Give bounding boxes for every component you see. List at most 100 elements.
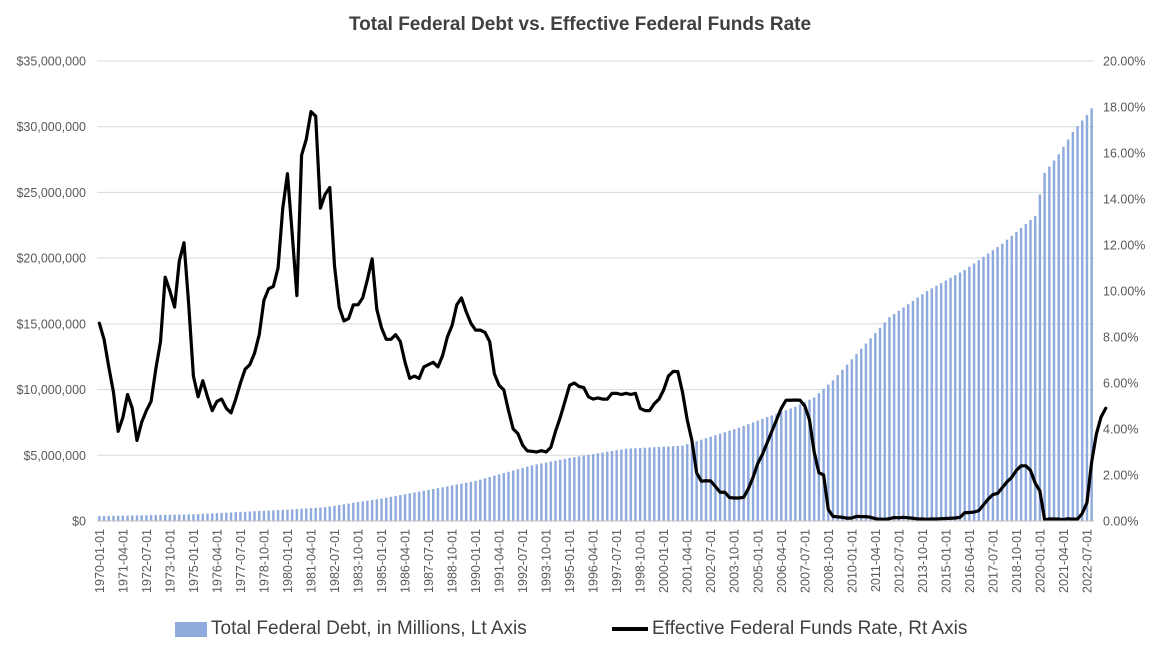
debt-bar — [624, 448, 628, 521]
debt-bar — [907, 304, 910, 521]
debt-bar — [380, 498, 383, 521]
debt-bar — [827, 384, 830, 521]
debt-bar — [916, 297, 919, 521]
debt-bar — [361, 501, 364, 521]
debt-bar — [775, 413, 778, 521]
debt-bar — [182, 514, 186, 521]
debt-bar — [432, 489, 435, 521]
debt-bar — [215, 513, 219, 521]
debt-bar — [239, 511, 242, 521]
debt-bar — [206, 513, 209, 521]
debt-bar — [869, 338, 872, 521]
debt-bar — [229, 512, 233, 521]
debt-bar — [163, 514, 167, 521]
debt-bar — [159, 514, 162, 521]
debt-bar — [784, 410, 788, 521]
debt-bar — [112, 515, 115, 521]
debt-bar — [399, 495, 402, 521]
x-tick-label: 1998-10-01 — [634, 529, 648, 593]
debt-bar — [483, 478, 487, 521]
debt-bar — [98, 516, 101, 521]
debt-bar — [629, 448, 632, 521]
debt-bar — [248, 511, 252, 521]
x-tick-label: 1970-01-01 — [93, 529, 107, 593]
debt-bar — [455, 484, 458, 521]
x-tick-label: 1978-10-01 — [257, 529, 271, 593]
debt-bar — [488, 477, 491, 521]
x-tick-label: 1982-07-01 — [328, 529, 342, 593]
debt-bar — [596, 453, 600, 521]
debt-bar — [954, 275, 957, 521]
debt-bar — [267, 510, 270, 521]
debt-bar — [728, 430, 731, 521]
debt-bar — [874, 333, 877, 521]
x-tick-label: 1972-07-01 — [140, 529, 154, 593]
left-tick-label: $25,000,000 — [16, 186, 86, 200]
right-tick-label: 0.00% — [1103, 515, 1138, 529]
debt-bar — [474, 480, 477, 521]
debt-bar — [648, 447, 651, 521]
debt-bar — [276, 510, 280, 521]
x-tick-label: 1992-07-01 — [516, 529, 530, 593]
debt-bar — [1033, 216, 1037, 521]
x-tick-label: 1976-04-01 — [210, 529, 224, 593]
debt-bar — [841, 369, 844, 521]
debt-bar — [290, 509, 294, 521]
debt-bar — [845, 364, 849, 521]
debt-bar — [897, 310, 901, 521]
debt-bar — [281, 509, 284, 521]
debt-bar — [972, 263, 976, 521]
legend-line-swatch — [612, 627, 648, 631]
debt-bar — [587, 454, 590, 521]
debt-bar — [154, 515, 158, 521]
right-tick-label: 4.00% — [1103, 423, 1138, 437]
debt-bar — [1005, 239, 1009, 522]
debt-bar — [667, 446, 670, 521]
debt-bar — [695, 441, 698, 521]
debt-bar — [982, 256, 985, 521]
right-tick-label: 6.00% — [1103, 377, 1138, 391]
debt-bar — [930, 288, 933, 521]
legend-label-debt: Total Federal Debt, in Millions, Lt Axis — [211, 618, 527, 639]
x-tick-label: 1973-10-01 — [163, 529, 177, 593]
debt-bar — [591, 454, 595, 521]
debt-bar — [168, 514, 172, 521]
debt-bar — [855, 354, 858, 521]
debt-bar — [464, 482, 468, 521]
right-tick-label: 2.00% — [1103, 469, 1138, 483]
debt-bar — [709, 436, 712, 521]
left-tick-label: $20,000,000 — [16, 252, 86, 266]
debt-bar — [573, 457, 576, 521]
debt-bar — [521, 467, 524, 521]
debt-bar — [403, 494, 407, 521]
debt-bar — [135, 515, 139, 521]
debt-bar — [657, 446, 661, 521]
debt-bar — [568, 457, 571, 521]
debt-bar — [935, 285, 938, 521]
x-tick-label: 2007-07-01 — [798, 529, 812, 593]
legend: Total Federal Debt, in Millions, Lt Axis… — [0, 618, 1160, 644]
x-tick-label: 2005-01-01 — [751, 529, 765, 593]
right-tick-label: 8.00% — [1103, 331, 1138, 345]
x-tick-label: 1991-04-01 — [493, 529, 507, 593]
debt-bar — [272, 510, 275, 521]
x-tick-label: 2010-01-01 — [845, 529, 859, 593]
debt-bar — [878, 327, 882, 521]
left-tick-label: $35,000,000 — [16, 55, 86, 69]
debt-bar — [262, 510, 266, 521]
debt-bar — [902, 307, 905, 521]
debt-bar — [911, 300, 915, 521]
debt-bar — [808, 399, 811, 521]
legend-item-rate: Effective Federal Funds Rate, Rt Axis — [612, 618, 967, 640]
right-tick-label: 14.00% — [1103, 193, 1145, 207]
debt-bar — [497, 474, 501, 521]
debt-bar — [601, 452, 604, 521]
debt-bar — [370, 499, 374, 521]
debt-bar — [1024, 223, 1028, 521]
debt-bar — [789, 408, 792, 521]
debt-bar — [949, 277, 952, 521]
debt-bar — [756, 420, 759, 521]
debt-bar — [178, 514, 181, 521]
debt-bar — [408, 493, 411, 521]
